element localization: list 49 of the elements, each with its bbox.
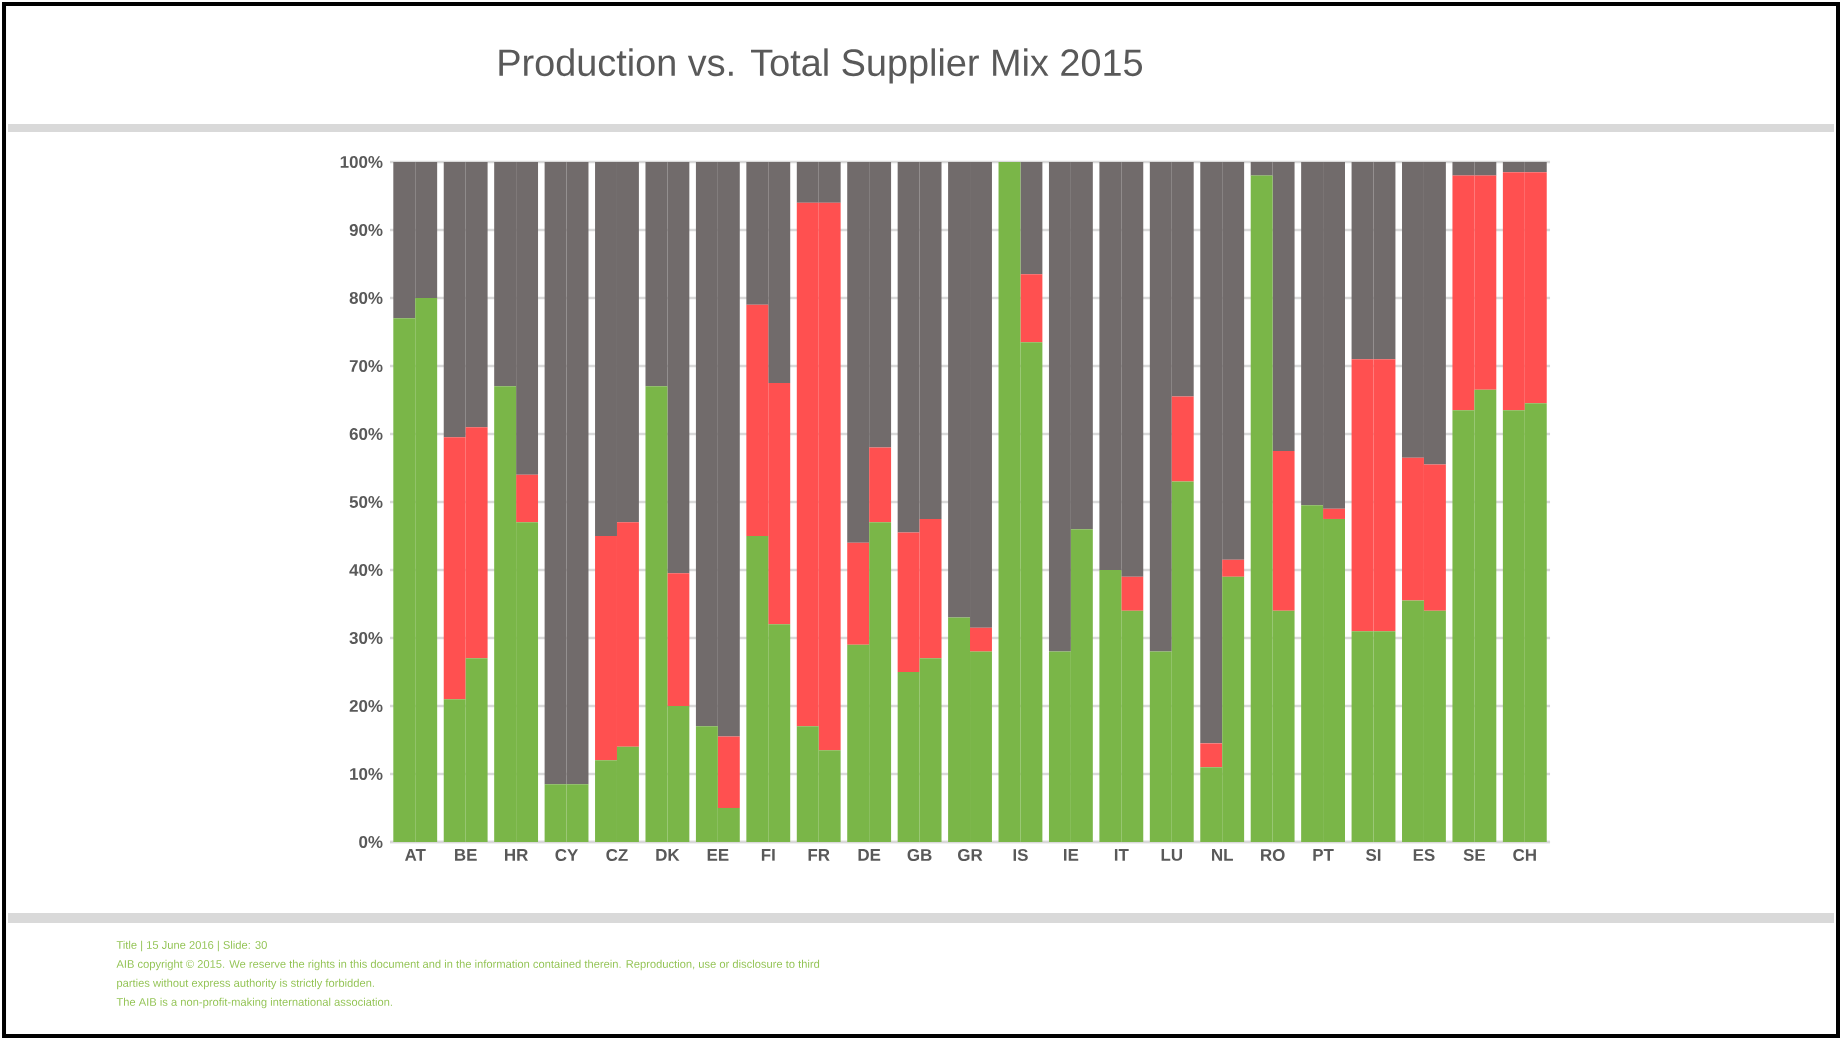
x-tick-label: IT xyxy=(1114,849,1129,861)
x-tick-label: GB xyxy=(907,849,932,861)
x-tick-label: PT xyxy=(1313,849,1334,861)
y-tick-label: 80% xyxy=(349,291,383,304)
y-tick-label: 100% xyxy=(340,155,383,168)
bar xyxy=(1121,576,1144,611)
x-tick-label: SE xyxy=(1463,849,1485,861)
x-tick-label: HR xyxy=(505,849,528,861)
x-tick-label: CY xyxy=(555,849,579,861)
x-tick-label: CZ xyxy=(606,849,628,861)
bar xyxy=(1171,396,1194,482)
x-tick-label: AT xyxy=(404,849,426,861)
x-tick-label: EE xyxy=(707,849,729,861)
bar xyxy=(869,447,892,523)
x-tick-label: GR xyxy=(958,849,983,861)
x-tick-label: FR xyxy=(808,849,830,861)
y-tick-label: 0% xyxy=(359,835,383,848)
y-tick-label: 20% xyxy=(349,699,383,712)
x-tick-label: LU xyxy=(1161,849,1183,861)
bar xyxy=(970,627,992,652)
bar xyxy=(847,542,870,645)
bar xyxy=(1323,508,1345,519)
x-tick-label: BE xyxy=(455,849,477,861)
x-tick-label: ES xyxy=(1413,849,1435,861)
bar xyxy=(1020,161,1043,275)
bar xyxy=(1200,743,1223,768)
x-tick-label: SI xyxy=(1366,849,1381,861)
x-tick-label: DE xyxy=(858,849,881,861)
bar xyxy=(717,736,740,808)
y-tick-label: 60% xyxy=(349,427,383,440)
y-tick-label: 50% xyxy=(349,495,383,508)
y-tick-label: 90% xyxy=(349,223,383,236)
y-tick-label: 10% xyxy=(350,767,383,780)
bar xyxy=(667,573,690,706)
bar xyxy=(1222,559,1245,577)
x-tick-label: IS xyxy=(1013,849,1028,861)
y-tick-label: 70% xyxy=(349,359,383,372)
chart-title: Production vs. Total Supplier Mix 2015 xyxy=(499,48,1143,84)
x-tick-label: IE xyxy=(1064,849,1079,861)
x-tick-label: DK xyxy=(656,849,680,861)
x-tick-label: RO xyxy=(1261,849,1285,861)
bar xyxy=(516,474,539,523)
y-tick-label: 40% xyxy=(349,563,383,576)
x-tick-label: CH xyxy=(1513,849,1536,861)
bar xyxy=(1020,274,1043,343)
x-tick-label: NL xyxy=(1212,849,1233,861)
x-tick-label: FI xyxy=(761,849,775,861)
bar xyxy=(1272,450,1295,611)
y-tick-label: 30% xyxy=(349,631,383,644)
